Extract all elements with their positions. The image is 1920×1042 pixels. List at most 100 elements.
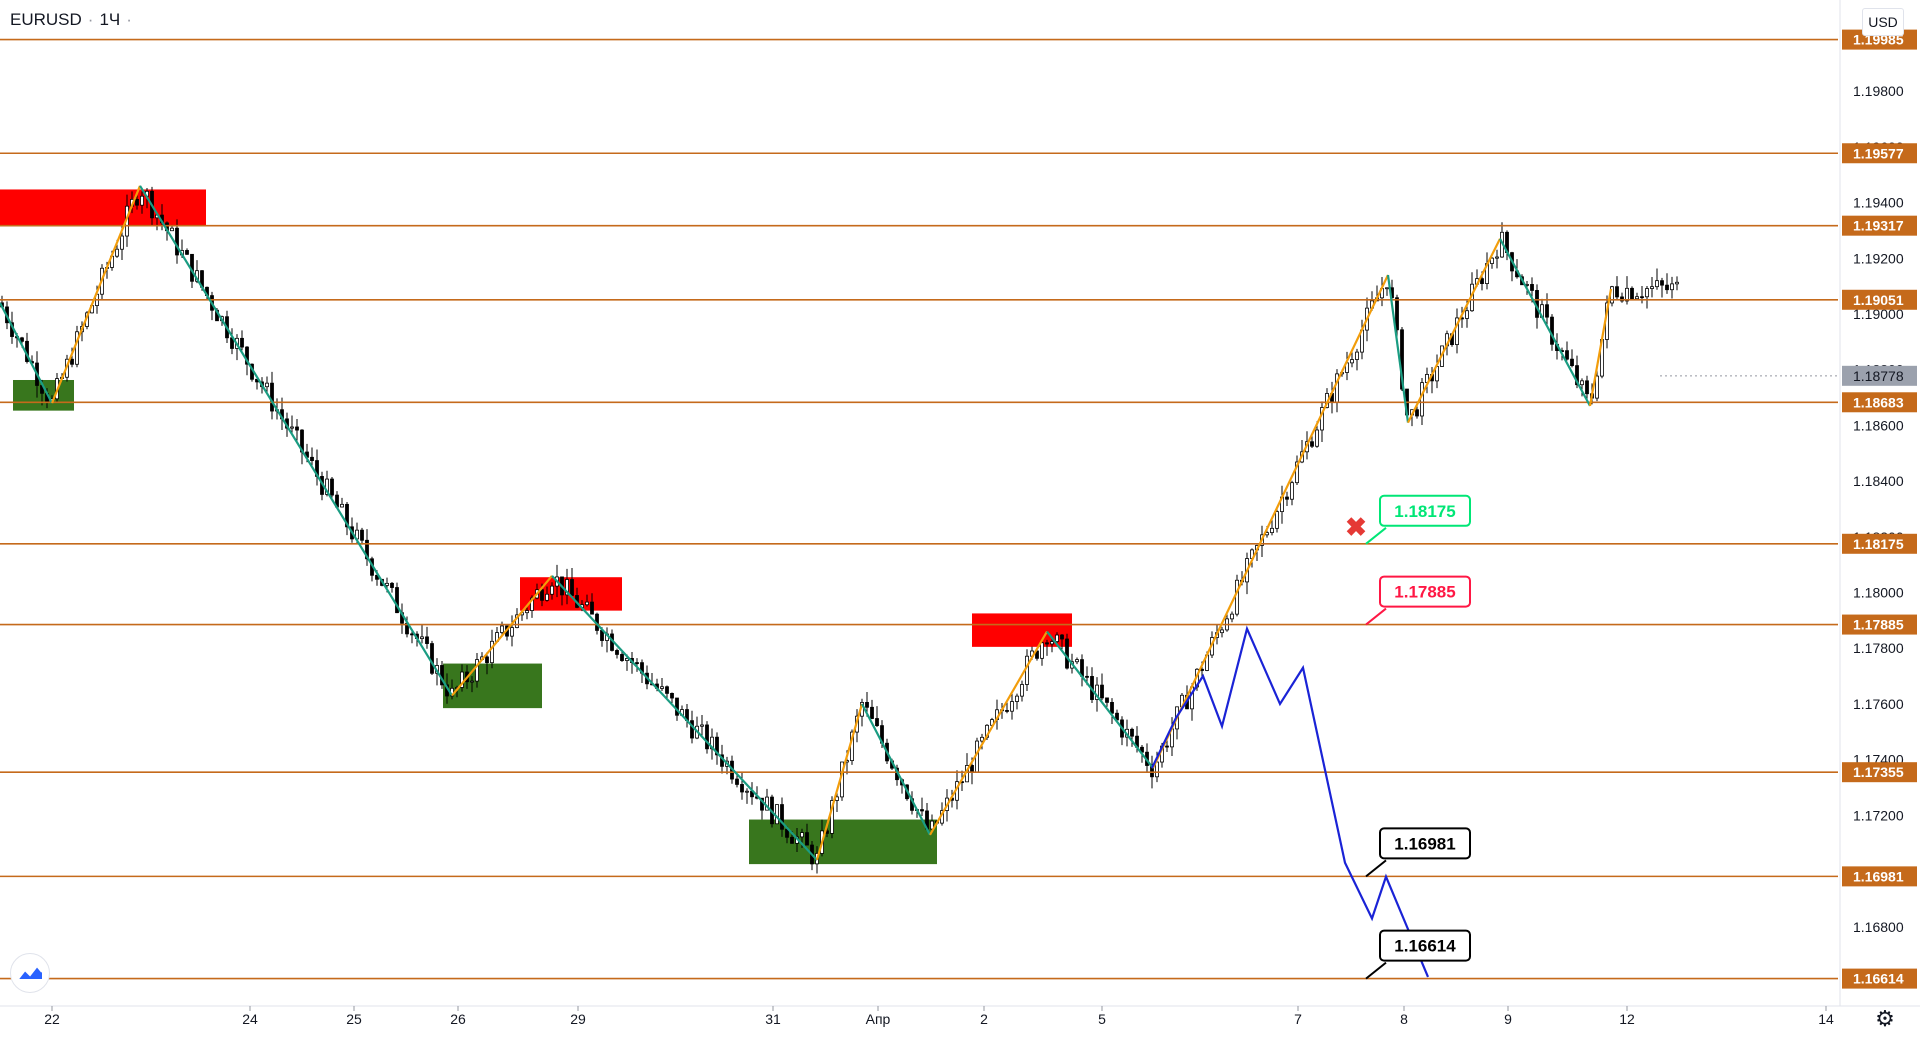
candle-body [1005,710,1009,712]
candle-body [870,706,874,719]
candle-body [980,736,984,742]
candle-body [175,227,179,256]
down-leg [551,575,818,861]
candle-body [1350,359,1354,364]
candle-body [920,809,924,812]
candle-body [1100,684,1104,699]
candle-body [570,579,574,596]
time-tick-label: 24 [242,1011,258,1027]
currency-button[interactable]: USD [1862,8,1904,36]
candle-body [290,426,294,429]
projection-layer [1151,625,1430,978]
interval-label[interactable]: 1Ч [99,10,121,29]
candle-body [1290,482,1294,500]
red-x-icon: ✖ [1345,512,1367,542]
candle-body [185,250,189,255]
price-tick-label: 1.16800 [1853,919,1904,935]
candle-body [1385,287,1389,290]
candle-body [665,686,669,694]
candle-body [470,680,474,683]
candle-body [1580,380,1584,386]
candle-body [1395,297,1399,331]
candle-body [460,671,464,688]
candle-body [135,198,139,206]
time-tick-label: 14 [1818,1011,1834,1027]
time-tick-label: Апр [866,1011,891,1027]
candle-body [620,654,624,661]
candle-body [1230,613,1234,620]
level-price-tag [1842,289,1917,310]
candle-body [735,778,739,785]
time-tick-label: 26 [450,1011,466,1027]
tradingview-logo-icon[interactable] [10,953,50,993]
callout-box [1379,827,1471,860]
candle-body [310,456,314,461]
time-tick-label: 7 [1294,1011,1302,1027]
candle-body [115,248,119,257]
candle-body [635,662,639,664]
callout-pointer [1365,527,1387,545]
level-price-tag [1842,614,1917,635]
candle-body [1550,316,1554,345]
level-price-label: 1.17885 [1853,617,1904,633]
candle-body [1065,638,1069,669]
candle-body [500,625,504,633]
candle-body [240,337,244,348]
candle-body [1490,257,1494,264]
candle-body [360,529,364,541]
candle-body [780,804,784,830]
candle-body [425,636,429,644]
candle-body [1595,375,1599,399]
callout-label: 1.16981 [1394,834,1455,853]
candle-body [525,610,529,614]
price-tick-label: 1.17600 [1853,696,1904,712]
candle-body [1465,310,1469,319]
candle-body [745,790,749,793]
zones-layer [0,189,1072,865]
candle-body [1660,280,1664,286]
callout-label: 1.18175 [1394,502,1455,521]
candle-body [265,382,269,388]
callouts-layer: ✖ 1.18175 1.17885 1.16981 1.16614 [1345,494,1471,980]
gear-icon[interactable]: ⚙ [1875,1006,1895,1031]
candle-body [790,836,794,844]
candle-body [775,804,779,825]
level-price-tag [1842,143,1917,164]
level-price-label: 1.16614 [1853,971,1904,987]
candle-body [1495,256,1499,259]
candle-body [330,478,334,496]
up-leg [1407,238,1501,424]
up-leg [1588,288,1613,407]
time-tick-label: 22 [44,1011,60,1027]
candle-body [1630,287,1634,300]
price-tick-label: 1.17800 [1853,640,1904,656]
time-tick-label: 31 [765,1011,781,1027]
level-price-label: 1.16981 [1853,868,1904,884]
time-tick-label: 12 [1619,1011,1635,1027]
symbol-label[interactable]: EURUSD [10,10,82,29]
candle-body [675,697,679,716]
time-tick-label: 5 [1098,1011,1106,1027]
candle-body [700,724,704,727]
candle-body [1575,365,1579,386]
projection-path [1151,625,1430,978]
price-tick-label: 1.18400 [1853,473,1904,489]
candle-body [270,382,274,412]
candle-body [1570,358,1574,367]
down-leg [0,302,53,404]
level-price-label: 1.17355 [1853,764,1904,780]
price-tick-label: 1.18000 [1853,585,1904,601]
candle-body [420,636,424,640]
candle-body [1565,350,1569,360]
candle-body [1235,579,1239,615]
candle-body [670,692,674,699]
candle-body [530,597,534,611]
candle-body [565,579,569,596]
candle-body [540,589,544,601]
candle-body [585,601,589,606]
candle-body [1355,351,1359,360]
candle-body [875,718,879,727]
candle-body [430,643,434,674]
candle-body [1040,642,1044,659]
